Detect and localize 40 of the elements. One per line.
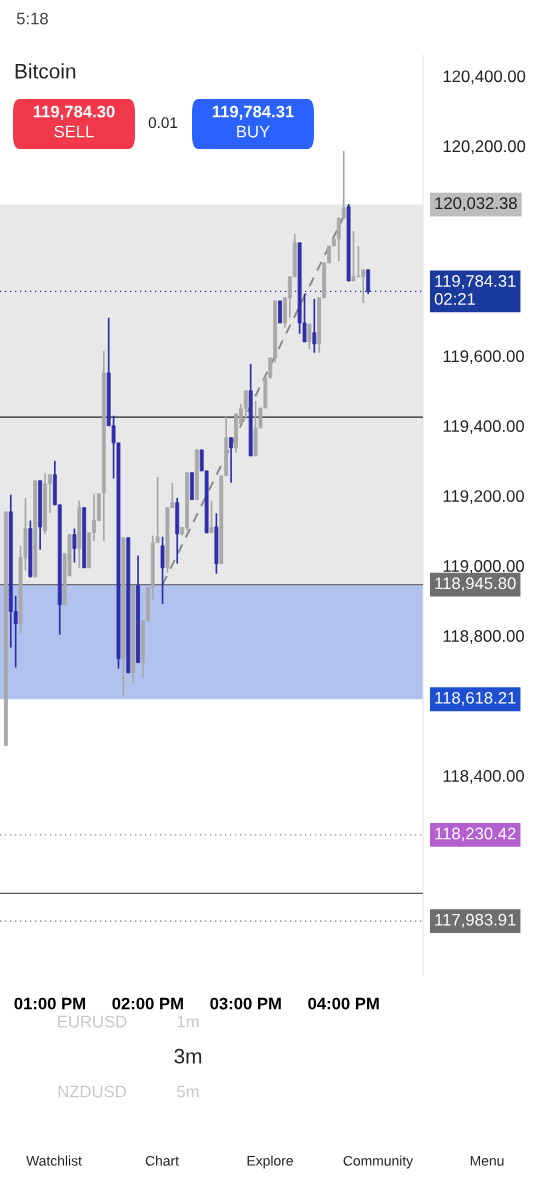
candlestick <box>312 297 317 354</box>
annotation: SELL <box>54 125 94 138</box>
candlestick <box>307 323 312 350</box>
text: Chart <box>145 1155 179 1166</box>
ref-line-label: 117,983.91 <box>435 913 516 928</box>
ref-line-label: 118,230.42 <box>435 827 516 842</box>
band-label: 118,618.21 <box>435 691 516 706</box>
y-tick-label: 120,200.00 <box>443 140 526 155</box>
text: Community <box>343 1155 414 1169</box>
y-tick-label: 119,200.00 <box>443 490 524 504</box>
y-tick-label: 119,000.00 <box>443 560 524 574</box>
x-tick-label: 01:00 PM <box>14 997 85 1010</box>
text: Menu <box>470 1156 504 1166</box>
candlestick <box>229 436 234 484</box>
annotation: 0.01 <box>148 117 178 129</box>
text: 5:18 <box>16 12 48 25</box>
ref-line-label: 119,784.31 02:21 <box>434 275 516 305</box>
band-label: 120,032.38 <box>435 197 517 212</box>
x-tick-label: 02:00 PM <box>112 997 183 1010</box>
x-tick-label: 04:00 PM <box>308 997 379 1010</box>
y-tick-label: 119,400.00 <box>443 420 524 434</box>
candlestick <box>209 499 214 534</box>
x-tick-label: 03:00 PM <box>210 997 281 1010</box>
text: 3m <box>174 1048 202 1064</box>
candlestick <box>72 527 77 564</box>
text: Watchlist <box>26 1155 82 1166</box>
y-tick-label: 118,400.00 <box>443 770 524 784</box>
y-tick-label: 120,400.00 <box>443 70 526 85</box>
ref-line-label: 118,945.80 <box>435 577 516 592</box>
annotation: 119,784.31 <box>212 105 294 120</box>
annotation: BUY <box>237 125 270 138</box>
y-tick-label: 119,600.00 <box>443 350 524 365</box>
candlestick <box>160 535 165 605</box>
candlestick <box>366 268 371 295</box>
annotation: 119,784.30 <box>33 105 115 120</box>
y-tick-label: 118,800.00 <box>443 630 524 644</box>
text: Explore <box>247 1155 293 1169</box>
chart-title: Bitcoin <box>15 63 76 79</box>
candlestick <box>278 300 282 324</box>
candlestick <box>243 389 248 420</box>
